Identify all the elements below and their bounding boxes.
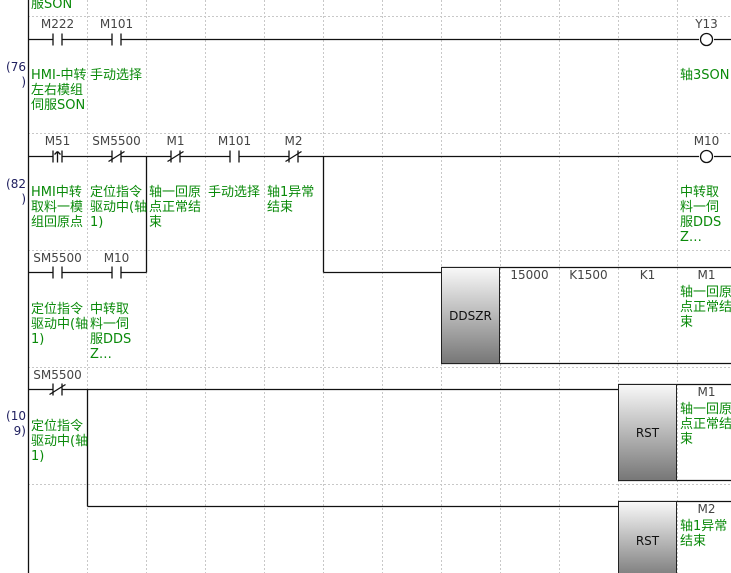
contact-label[interactable]: SM5500 (92, 134, 141, 148)
coil-label[interactable]: M10 (693, 134, 720, 148)
step-number: (82 (6, 177, 26, 191)
step-number: ) (21, 192, 26, 206)
operand[interactable]: K1 (639, 268, 656, 282)
device-comment: 定位指令驱动中(轴1) (31, 302, 89, 347)
coil-label[interactable]: Y13 (695, 17, 718, 31)
coil-y13[interactable] (699, 32, 714, 47)
device-comment: 轴3SON (680, 68, 730, 83)
rst-instruction[interactable]: RST (618, 501, 677, 573)
normally-open-contact-m101[interactable] (229, 150, 240, 163)
device-comment: 轴一回原点正常结束 (680, 402, 731, 447)
contact-label[interactable]: SM5500 (33, 251, 82, 265)
device-comment: 定位指令驱动中(轴1) (31, 419, 89, 464)
normally-closed-contact-sm5500[interactable] (108, 150, 125, 163)
operand[interactable]: M1 (697, 385, 716, 399)
device-comment: 轴1异常结束 (680, 519, 728, 549)
contact-label[interactable]: M10 (103, 251, 130, 265)
device-comment: 手动选择 (208, 185, 261, 200)
device-comment: 中转取料一伺服DDSZ… (680, 185, 722, 245)
contact-label[interactable]: M51 (44, 134, 71, 148)
normally-closed-contact-sm5500[interactable] (49, 383, 66, 396)
step-number: ) (21, 75, 26, 89)
step-number: (10 (6, 409, 26, 423)
device-comment: 定位指令驱动中(轴1) (90, 185, 148, 230)
coil-m10[interactable] (699, 149, 714, 164)
operand[interactable]: 15000 (510, 268, 549, 282)
contact-label[interactable]: M2 (284, 134, 303, 148)
normally-open-contact-sm5500[interactable] (52, 266, 63, 279)
device-comment: 手动选择 (90, 68, 143, 83)
ddszr-instruction[interactable]: DDSZR (441, 267, 500, 364)
normally-closed-contact-m2[interactable] (285, 150, 302, 163)
contact-label[interactable]: M1 (166, 134, 185, 148)
comment: 服SON (31, 0, 73, 12)
contact-label[interactable]: M101 (99, 17, 134, 31)
contact-label[interactable]: SM5500 (33, 368, 82, 382)
step-number: (76 (6, 60, 26, 74)
contact-label[interactable]: M222 (40, 17, 75, 31)
rising-edge-contact-m51[interactable] (52, 150, 63, 163)
contact-label[interactable]: M101 (217, 134, 252, 148)
device-comment: 中转取料一伺服DDSZ… (90, 302, 132, 362)
operand[interactable]: K1500 (569, 268, 608, 282)
device-comment: HMI-中转左右模组伺服SON (31, 68, 87, 113)
step-number: 9) (13, 424, 26, 438)
operand[interactable]: M1 (697, 268, 716, 282)
device-comment: 轴一回原点正常结束 (680, 285, 731, 330)
rst-instruction[interactable]: RST (618, 384, 677, 481)
device-comment: HMI中转取料一模组回原点 (31, 185, 84, 230)
normally-closed-contact-m1[interactable] (167, 150, 184, 163)
device-comment: 轴1异常结束 (267, 185, 315, 215)
operand[interactable]: M2 (697, 502, 716, 516)
normally-open-contact-m101[interactable] (111, 33, 122, 46)
normally-open-contact-m222[interactable] (52, 33, 63, 46)
normally-open-contact-m10[interactable] (111, 266, 122, 279)
device-comment: 轴一回原点正常结束 (149, 185, 202, 230)
